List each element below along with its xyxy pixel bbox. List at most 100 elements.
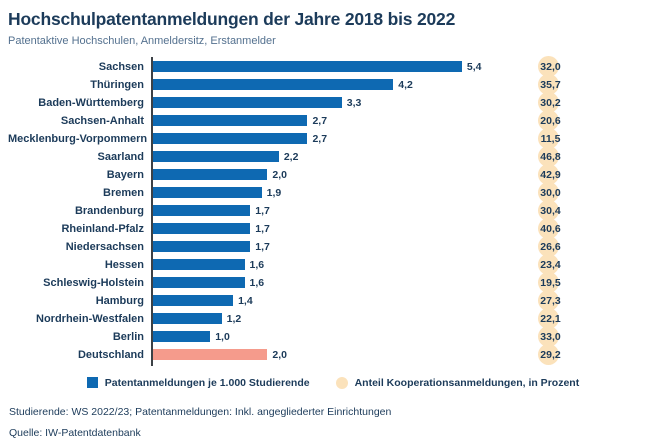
category-label: Deutschland <box>77 348 144 361</box>
cream-circle-icon <box>538 55 559 77</box>
chart-row: Bayern 2,0 42,9 <box>8 163 658 186</box>
cooperation-share-value: 42,9 <box>540 168 561 181</box>
cream-circle-icon <box>538 163 559 185</box>
bar-value-label: 4,2 <box>398 78 413 91</box>
bar <box>153 187 262 199</box>
bar <box>153 331 211 343</box>
bar <box>153 259 245 271</box>
page-subtitle: Patentaktive Hochschulen, Anmeldersitz, … <box>8 34 276 47</box>
bar-chart: Sachsen 5,4 32,0 Thüringen 4,2 35,7 Baden-Würt… <box>8 55 658 366</box>
bar-value-label: 1,2 <box>226 312 242 325</box>
bar <box>153 97 342 109</box>
cream-circle-icon <box>538 73 559 95</box>
category-label: Brandenburg <box>74 204 144 217</box>
chart-row: Sachsen-Anhalt 2,7 20,6 <box>8 109 658 132</box>
cream-circle-icon <box>538 325 559 347</box>
bar <box>153 277 245 289</box>
bar-value-label: 1,0 <box>215 330 230 343</box>
cooperation-share-value: 35,7 <box>540 78 561 91</box>
bar <box>153 313 222 325</box>
category-label: Thüringen <box>90 78 144 91</box>
cream-circle-icon <box>538 307 559 329</box>
cooperation-share-badge: 42,9 <box>537 163 564 186</box>
bar-value-label: 2,2 <box>283 150 299 163</box>
bar-value-label: 1,6 <box>249 258 265 271</box>
blue-square-icon <box>86 377 98 389</box>
legend-label: Anteil Kooperationsanmeldungen, in Proze… <box>354 376 580 389</box>
bar-value-label: 3,3 <box>346 96 362 109</box>
chart-row: Sachsen 5,4 32,0 <box>8 55 658 77</box>
category-label: Sachsen-Anhalt <box>60 114 144 127</box>
category-label: Hessen <box>104 258 144 271</box>
chart-row: Saarland 2,2 46,8 <box>8 145 658 168</box>
category-label: Mecklenburg-Vorpommern <box>8 132 148 145</box>
cooperation-share-value: 30,0 <box>540 186 561 199</box>
bar-value-label: 5,4 <box>466 60 482 73</box>
cooperation-share-value: 46,8 <box>540 150 561 163</box>
bar <box>153 151 279 163</box>
cream-circle-icon <box>538 127 559 149</box>
cooperation-share-value: 20,6 <box>540 114 561 127</box>
category-label: Bremen <box>103 186 144 199</box>
footnotes: Studierende: WS 2022/23; Patentanmeldung… <box>8 402 658 444</box>
bar-value-label: 2,0 <box>272 168 287 181</box>
cooperation-share-badge: 27,3 <box>537 289 564 312</box>
cream-circle-icon <box>538 235 559 257</box>
chart-row: Rheinland-Pfalz 1,7 40,6 <box>8 217 658 239</box>
cream-circle-icon <box>538 289 559 311</box>
category-label: Hamburg <box>95 294 144 307</box>
category-label: Schleswig-Holstein <box>43 276 144 289</box>
bar-value-label: 2,0 <box>272 348 287 361</box>
cooperation-share-value: 23,4 <box>540 258 561 271</box>
bar-value-label: 2,7 <box>312 114 328 127</box>
bar-value-label: 1,6 <box>249 276 265 289</box>
cream-circle-icon <box>538 343 559 365</box>
cooperation-share-value: 40,6 <box>540 222 561 235</box>
cooperation-share-value: 26,6 <box>540 240 561 253</box>
cooperation-share-badge: 33,0 <box>537 325 564 348</box>
category-label: Rheinland-Pfalz <box>61 222 144 235</box>
cooperation-share-badge: 30,0 <box>537 181 564 204</box>
chart-row: Schleswig-Holstein 1,6 19,5 <box>8 271 658 293</box>
cream-circle-icon <box>538 271 559 293</box>
cooperation-share-value: 22,1 <box>540 312 561 325</box>
footnote-source: Quelle: IW-Patentdatenbank <box>9 426 141 439</box>
cream-circle-icon <box>538 91 559 113</box>
chart-row: Baden-Württemberg 3,3 30,2 <box>8 91 658 113</box>
category-label: Berlin <box>112 330 144 343</box>
bar <box>153 79 394 91</box>
cooperation-share-value: 33,0 <box>540 330 561 343</box>
cooperation-share-value: 11,5 <box>540 132 561 145</box>
cream-circle-icon <box>538 253 559 275</box>
chart-row: Mecklenburg-Vorpommern 2,7 11,5 <box>8 127 658 150</box>
chart-row: Hessen 1,6 23,4 <box>8 253 658 275</box>
bar <box>153 61 462 73</box>
axis-line <box>151 56 153 366</box>
bar-value-label: 1,7 <box>255 240 270 253</box>
footnote-data: Studierende: WS 2022/23; Patentanmeldung… <box>9 405 392 418</box>
bar <box>153 133 308 145</box>
category-label: Bayern <box>106 168 144 181</box>
chart-row: Berlin 1,0 33,0 <box>8 325 658 348</box>
cooperation-share-badge: 35,7 <box>537 73 564 96</box>
bar <box>153 241 251 253</box>
legend: Patentanmeldungen je 1.000 Studierende A… <box>8 376 658 389</box>
cooperation-share-badge: 22,1 <box>537 307 564 330</box>
cooperation-share-badge: 29,2 <box>537 343 564 366</box>
cooperation-share-value: 27,3 <box>540 294 561 307</box>
cooperation-share-badge: 46,8 <box>537 145 564 168</box>
cooperation-share-badge: 11,5 <box>537 127 564 150</box>
bar <box>153 349 268 361</box>
bar <box>153 295 234 307</box>
bar-value-label: 1,7 <box>255 222 270 235</box>
chart-row: Nordrhein-Westfalen 1,2 22,1 <box>8 307 658 330</box>
cooperation-share-badge: 20,6 <box>537 109 564 132</box>
chart-row: Brandenburg 1,7 30,4 <box>8 199 658 221</box>
category-label: Saarland <box>97 150 144 163</box>
bar <box>153 223 251 235</box>
bar <box>153 115 308 127</box>
cooperation-share-badge: 26,6 <box>537 235 564 258</box>
cream-circle-icon <box>538 217 559 239</box>
chart-row: Niedersachsen 1,7 26,6 <box>8 235 658 258</box>
